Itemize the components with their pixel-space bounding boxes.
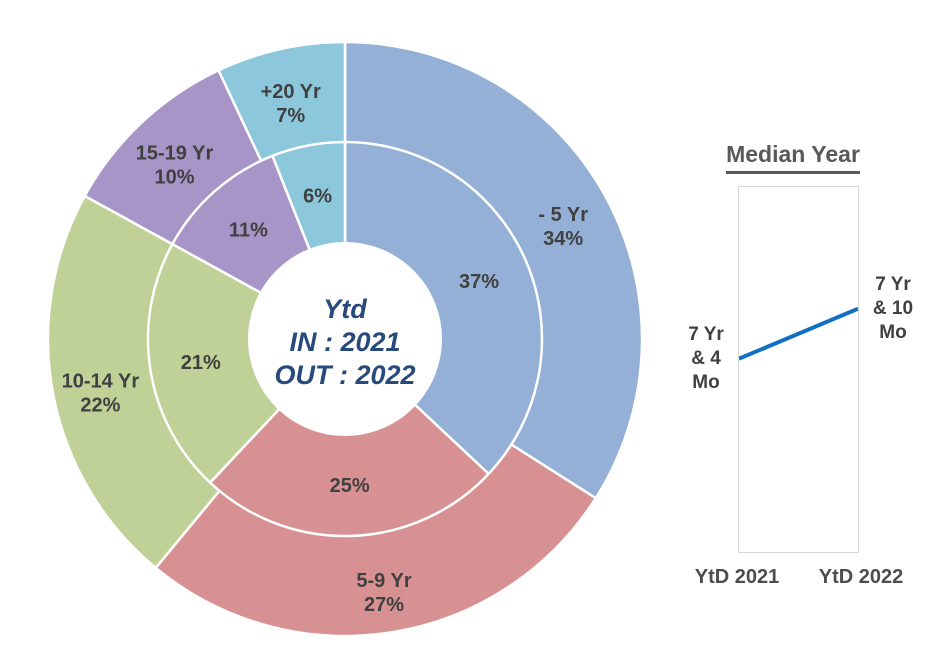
median-year-title-text: Median Year <box>726 141 860 174</box>
median-value-2022-line2: & 10 <box>872 298 914 319</box>
median-value-2022-line3: Mo <box>879 322 907 343</box>
donut-center-line-ytd: Ytd <box>323 294 367 324</box>
median-value-2021-line2: & 4 <box>691 348 721 369</box>
median-value-2022-line1: 7 Yr <box>875 274 911 295</box>
donut-outer-label-2: 10-14 Yr 22% <box>62 371 140 417</box>
median-trend-line <box>739 306 858 361</box>
donut-outer-label-1: 5-9 Yr 27% <box>356 570 411 616</box>
donut-outer-label-4: +20 Yr 7% <box>261 81 321 127</box>
median-value-label-2022: 7 Yr & 10 Mo <box>858 273 928 345</box>
axis-label-ytd-2021: YtD 2021 <box>694 566 780 588</box>
axis-label-ytd-2022: YtD 2022 <box>818 566 904 588</box>
donut-inner-segment-1 <box>208 337 490 538</box>
median-year-title: Median Year <box>683 141 903 174</box>
median-value-2021-line1: 7 Yr <box>688 324 724 345</box>
donut-center-label: Ytd IN : 2021 OUT : 2022 <box>195 293 495 392</box>
donut-center-hole <box>248 242 442 436</box>
age-distribution-donut-chart: - 5 Yr 34% 5-9 Yr 27% 10-14 Yr 22% 15-19 Yr 10%… <box>46 40 644 638</box>
donut-inner-label-2: 21% <box>181 352 221 374</box>
donut-inner-label-3: 11% <box>229 220 268 242</box>
median-value-2021-line3: Mo <box>692 372 720 393</box>
donut-outer-label-0: - 5 Yr 34% <box>538 204 588 250</box>
donut-center-line-in: IN : 2021 <box>289 327 401 357</box>
median-trend-svg <box>739 306 858 361</box>
donut-inner-segment-0 <box>343 140 544 476</box>
donut-inner-label-4: 6% <box>303 186 332 208</box>
donut-inner-label-0: 37% <box>459 271 499 293</box>
donut-inner-label-1: 25% <box>330 475 370 497</box>
median-value-label-2021: 7 Yr & 4 Mo <box>668 323 744 395</box>
median-plot-area <box>738 186 859 553</box>
donut-inner-segment-2 <box>146 242 347 484</box>
donut-center-line-out: OUT : 2022 <box>274 360 416 390</box>
donut-outer-label-3: 15-19 Yr 10% <box>136 143 214 189</box>
